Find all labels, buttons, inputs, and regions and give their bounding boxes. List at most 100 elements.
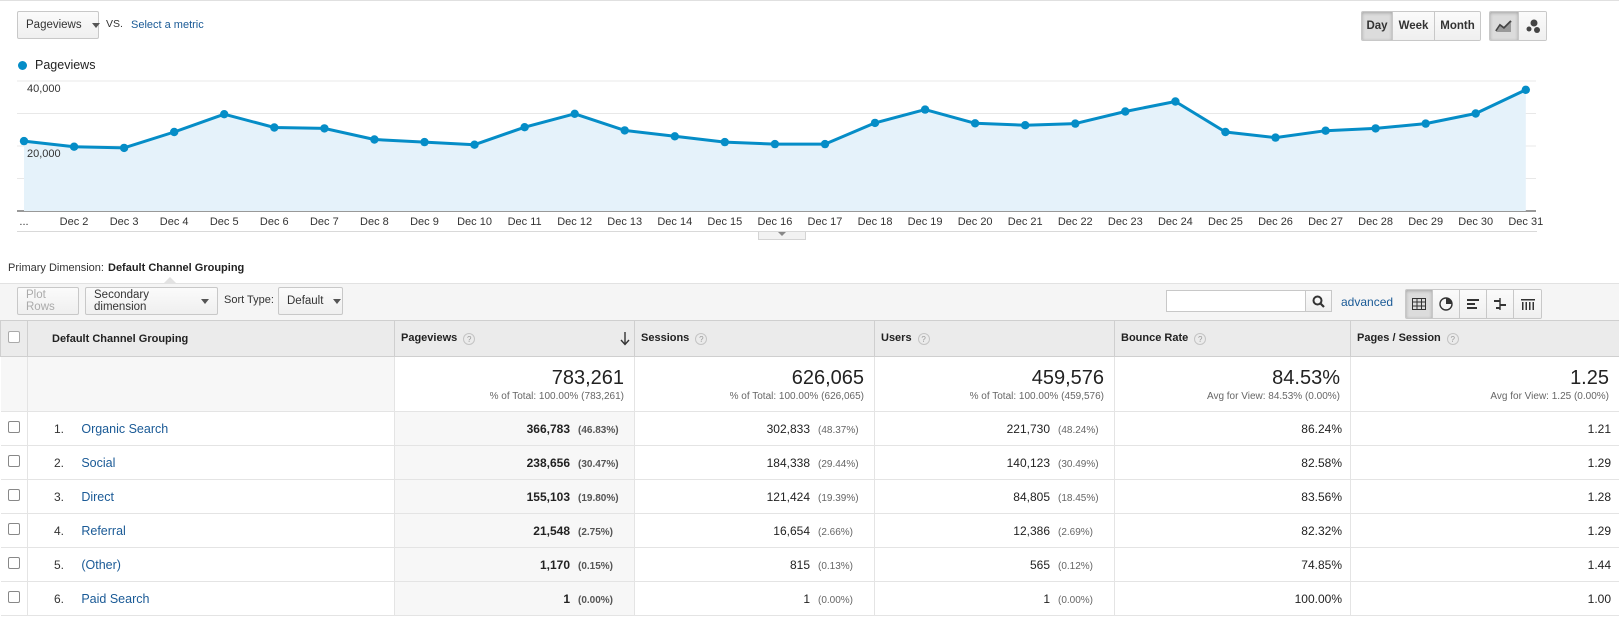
day-button[interactable]: Day <box>1362 12 1393 40</box>
chart-data-point[interactable] <box>270 123 279 132</box>
chart-data-point[interactable] <box>1221 127 1230 137</box>
chart-data-point[interactable] <box>170 127 179 137</box>
help-icon[interactable]: ? <box>1194 332 1207 345</box>
sessions-cell: 815 (0.13%) <box>634 547 875 582</box>
channel-name-cell: 6. Paid Search <box>27 581 395 616</box>
y-tick-label: 20,000 <box>27 148 61 160</box>
total-value: 626,065 <box>791 367 864 389</box>
pages-per-session-cell: 1.44 <box>1350 547 1619 582</box>
chart-data-point[interactable] <box>1271 133 1280 142</box>
chart-data-point[interactable] <box>1471 109 1480 118</box>
table-search-input[interactable] <box>1166 290 1306 312</box>
table-row: 1. Organic Search 366,783 (46.83%) 302,833 (… <box>0 411 1619 446</box>
row-checkbox[interactable] <box>7 557 20 569</box>
plot-rows-button[interactable]: Plot Rows <box>17 287 79 315</box>
chart-data-point[interactable] <box>570 109 579 119</box>
header-pageviews[interactable]: Pageviews? <box>394 320 635 357</box>
line-chart-icon[interactable] <box>1490 12 1519 40</box>
x-tick-label: Dec 5 <box>209 216 239 228</box>
channel-link[interactable]: Referral <box>81 523 126 538</box>
x-tick-label: Dec 23 <box>1107 216 1143 228</box>
row-checkbox-cell <box>0 581 28 616</box>
week-button[interactable]: Week <box>1393 12 1435 40</box>
chart-data-point[interactable] <box>1371 124 1380 133</box>
chart-data-point[interactable] <box>1321 126 1330 135</box>
performance-view-icon[interactable] <box>1460 290 1487 318</box>
header-channel-grouping[interactable]: Default Channel Grouping <box>27 320 395 357</box>
chart-data-point[interactable] <box>670 132 679 141</box>
bounce-rate-value: 74.85% <box>1301 557 1342 572</box>
chart-data-point[interactable] <box>870 118 880 128</box>
chart-data-point[interactable] <box>420 137 429 147</box>
chart-data-point[interactable] <box>620 126 629 135</box>
chart-data-point[interactable] <box>370 135 379 144</box>
chart-data-point[interactable] <box>69 142 79 151</box>
chart-data-point[interactable] <box>1071 119 1080 128</box>
sort-type-dropdown[interactable]: Default <box>278 287 343 315</box>
sessions-pct: (19.39%) <box>818 492 859 504</box>
chart-data-point[interactable] <box>19 136 29 146</box>
channel-link[interactable]: Direct <box>81 489 114 504</box>
header-sessions[interactable]: Sessions? <box>634 320 875 357</box>
advanced-link[interactable]: advanced <box>1341 295 1394 309</box>
month-button[interactable]: Month <box>1435 12 1480 40</box>
chart-data-point[interactable] <box>970 119 980 128</box>
users-pct: (2.69%) <box>1058 526 1094 538</box>
help-icon[interactable]: ? <box>917 332 930 345</box>
users-cell: 140,123 (30.49%) <box>874 445 1115 480</box>
motion-chart-icon[interactable] <box>1519 12 1546 40</box>
chart-data-point[interactable] <box>1521 85 1531 95</box>
chart-data-point[interactable] <box>920 105 930 114</box>
chart-collapse-handle[interactable] <box>758 231 806 240</box>
header-users[interactable]: Users? <box>874 320 1115 357</box>
users-value: 221,730 <box>1006 421 1050 436</box>
help-icon[interactable]: ? <box>463 332 476 345</box>
chevron-down-icon <box>778 232 786 236</box>
sessions-cell: 1 (0.00%) <box>634 581 875 616</box>
select-all-checkbox[interactable] <box>8 331 20 343</box>
chart-data-point[interactable] <box>320 124 329 133</box>
table-row: 4. Referral 21,548 (2.75%) 16,654 (2.66%) 12,… <box>0 513 1619 548</box>
pageviews-cell: 1,170 (0.15%) <box>394 547 635 582</box>
chart-data-point[interactable] <box>520 123 529 132</box>
pie-view-icon[interactable] <box>1433 290 1460 318</box>
comparison-view-icon[interactable] <box>1487 290 1514 318</box>
row-checkbox[interactable] <box>7 489 20 501</box>
row-checkbox[interactable] <box>7 591 20 603</box>
bounce-rate-value: 86.24% <box>1301 421 1342 436</box>
channel-link[interactable]: Organic Search <box>81 421 169 436</box>
pivot-view-icon[interactable] <box>1514 290 1541 318</box>
header-bounce-rate[interactable]: Bounce Rate? <box>1114 320 1351 357</box>
chart-data-point[interactable] <box>770 139 780 149</box>
pages-per-session-value: 1.29 <box>1587 455 1611 470</box>
help-icon[interactable]: ? <box>1446 332 1459 345</box>
chart-data-point[interactable] <box>1020 121 1030 130</box>
secondary-dimension-dropdown[interactable]: Secondary dimension <box>85 287 218 315</box>
chart-data-point[interactable] <box>720 137 729 147</box>
chart-data-point[interactable] <box>1171 97 1180 106</box>
chart-data-point[interactable] <box>1421 119 1430 128</box>
metric-dropdown[interactable]: Pageviews <box>17 11 100 39</box>
row-checkbox[interactable] <box>7 523 20 535</box>
x-tick-label: Dec 10 <box>457 216 492 228</box>
chart-data-point[interactable] <box>470 140 479 149</box>
row-checkbox[interactable] <box>7 421 20 433</box>
help-icon[interactable]: ? <box>695 332 708 345</box>
x-tick-label: Dec 18 <box>857 216 893 228</box>
pageviews-chart <box>17 80 1536 212</box>
select-all-cell <box>0 320 28 357</box>
header-pages-per-session[interactable]: Pages / Session? <box>1350 320 1619 357</box>
search-button[interactable] <box>1305 290 1332 312</box>
row-checkbox[interactable] <box>7 455 20 467</box>
chart-data-point[interactable] <box>820 139 830 149</box>
chart-data-point[interactable] <box>119 143 129 153</box>
row-index: 2. <box>53 455 64 470</box>
select-metric-link[interactable]: Select a metric <box>131 19 204 31</box>
header-label: Default Channel Grouping <box>52 332 189 345</box>
channel-link[interactable]: Social <box>81 455 116 470</box>
channel-link[interactable]: Paid Search <box>81 591 150 606</box>
chart-data-point[interactable] <box>220 110 229 119</box>
chart-data-point[interactable] <box>1121 107 1130 116</box>
channel-link[interactable]: (Other) <box>81 557 121 572</box>
table-view-icon[interactable] <box>1406 290 1433 318</box>
